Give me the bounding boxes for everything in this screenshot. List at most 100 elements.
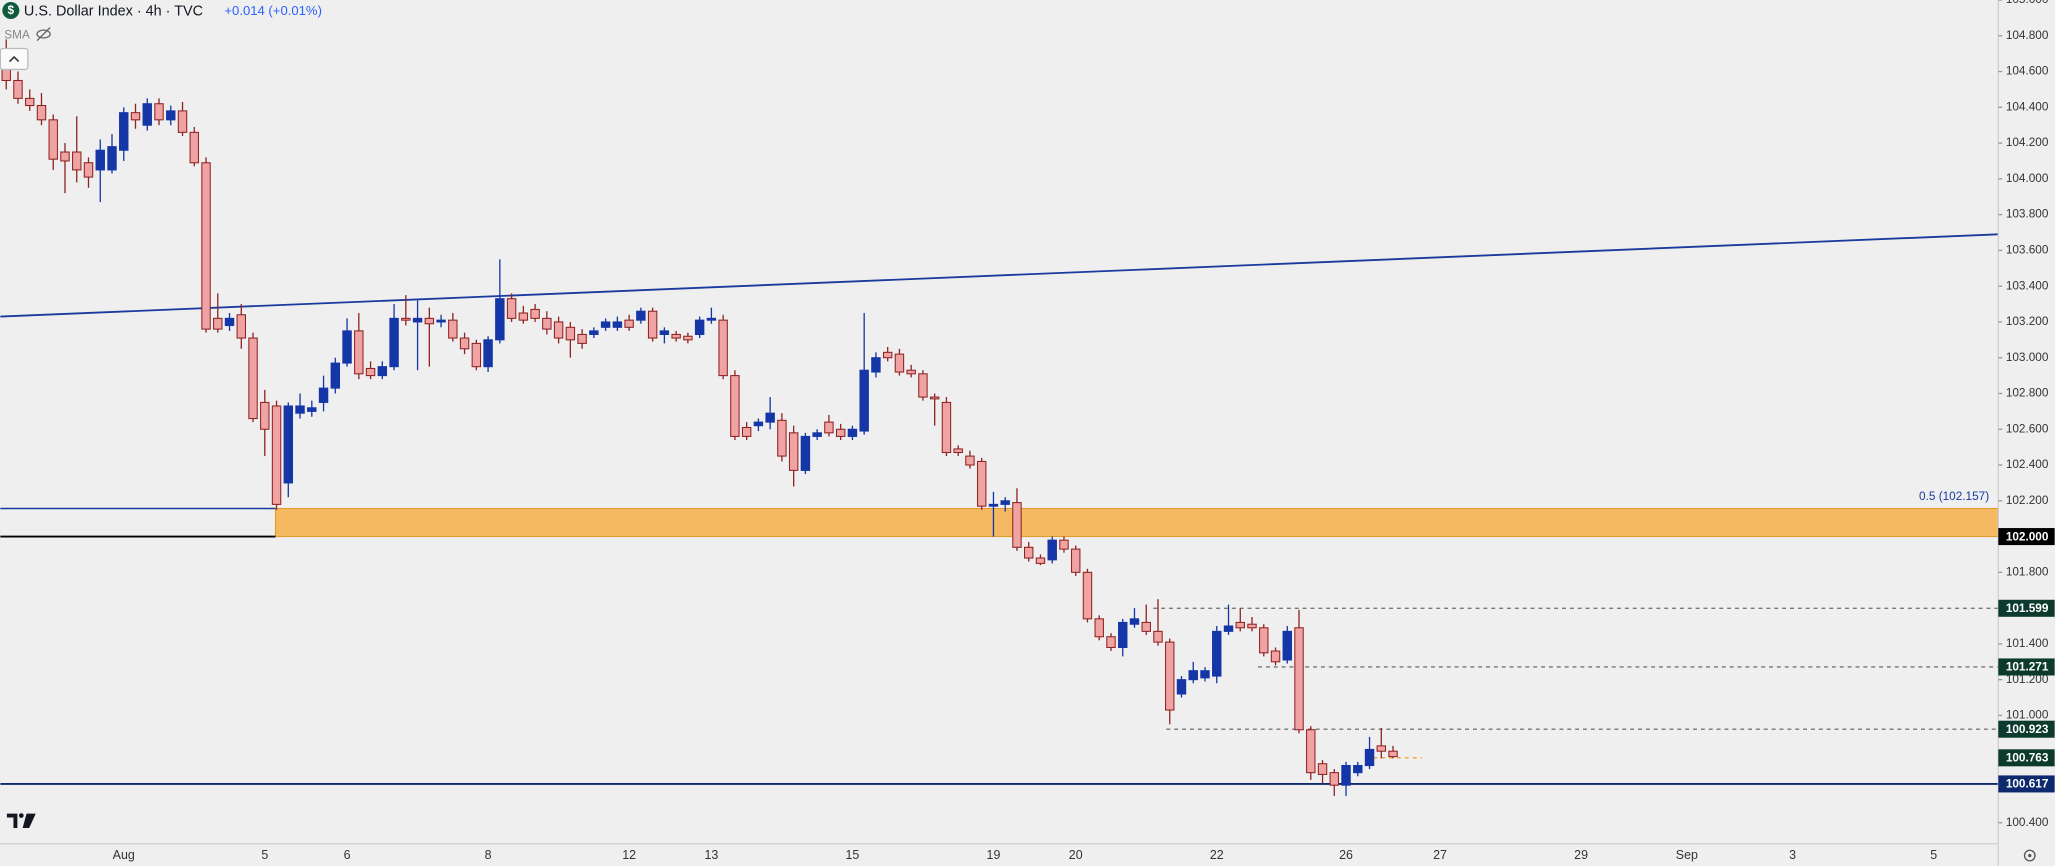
candle-body xyxy=(189,131,199,164)
candle-body xyxy=(177,110,188,133)
candle-body xyxy=(95,149,105,171)
candle-body xyxy=(824,421,834,434)
candle-body xyxy=(1223,625,1234,632)
candle-body xyxy=(342,330,352,364)
x-tick-label: 12 xyxy=(622,848,636,862)
candle-body xyxy=(1035,557,1046,564)
candle-body xyxy=(1270,650,1281,663)
y-tick-label: 102.200 xyxy=(2006,494,2049,507)
y-tick-label: 104.600 xyxy=(2006,65,2049,78)
candle-body xyxy=(13,79,23,99)
candle-body xyxy=(1364,748,1375,767)
candle-body xyxy=(671,333,681,339)
settings-icon[interactable] xyxy=(2023,849,2036,862)
candle-body xyxy=(882,351,893,359)
candle-body xyxy=(894,353,905,373)
candle-body xyxy=(1176,679,1187,695)
x-tick-label: 29 xyxy=(1574,848,1588,862)
candle-body xyxy=(706,317,717,321)
candle-body xyxy=(683,335,693,341)
candle-body xyxy=(800,435,811,471)
candle-body xyxy=(1247,623,1257,629)
candle-body xyxy=(83,162,94,178)
candle-body xyxy=(354,330,364,375)
candle-body xyxy=(1259,627,1269,654)
candle-body xyxy=(589,330,599,335)
eye xyxy=(36,29,51,39)
candle-body xyxy=(213,317,223,330)
candle-body xyxy=(483,339,493,368)
candle-body xyxy=(1188,670,1198,681)
candle-body xyxy=(1094,618,1104,638)
candle-body xyxy=(1341,764,1351,786)
indicator-name[interactable]: SMA xyxy=(4,28,30,41)
candle-body xyxy=(1047,539,1057,561)
collapse-icon xyxy=(8,55,20,63)
candle-body xyxy=(1012,502,1022,548)
candle-body xyxy=(436,319,446,323)
candle-body xyxy=(401,317,411,321)
candle-body xyxy=(1282,630,1292,661)
candle-body xyxy=(36,105,47,121)
visibility-icon[interactable] xyxy=(36,27,51,42)
candle-body xyxy=(1118,621,1128,648)
x-tick-label: 8 xyxy=(485,848,492,862)
candle-body xyxy=(1306,729,1316,774)
eye-strike xyxy=(36,27,51,42)
candle-body xyxy=(1353,764,1363,774)
collapse-button[interactable] xyxy=(0,47,29,71)
candle-body xyxy=(424,317,435,325)
price-level-label: 100.763 xyxy=(2006,752,2049,765)
candle-body xyxy=(1329,772,1340,786)
y-tick-label: 102.400 xyxy=(2006,458,2049,471)
candle-body xyxy=(612,321,623,328)
candle-body xyxy=(953,448,963,454)
y-tick-label: 105.000 xyxy=(2006,0,2049,6)
y-tick-label: 104.200 xyxy=(2006,136,2049,149)
y-tick-label: 102.800 xyxy=(2006,387,2049,400)
y-tick-label: 100.400 xyxy=(2006,816,2049,829)
logo-part xyxy=(6,813,18,829)
candle-body xyxy=(166,110,176,121)
candle-body xyxy=(1200,670,1210,679)
candle-body xyxy=(295,405,305,414)
y-tick-label: 104.000 xyxy=(2006,172,2049,185)
candle-body xyxy=(154,103,164,121)
candle-body xyxy=(542,317,552,330)
candle-body xyxy=(248,337,258,420)
candle-body xyxy=(72,151,82,171)
x-tick-label: 5 xyxy=(1930,848,1937,862)
candle-body xyxy=(530,308,540,319)
price-level-tag xyxy=(1998,658,2055,676)
candle-body xyxy=(495,298,505,341)
logo-part xyxy=(18,813,24,818)
price-level-tag xyxy=(1998,749,2055,767)
chart-title[interactable]: U.S. Dollar Index · 4h · TVC xyxy=(24,4,203,20)
candle-body xyxy=(812,432,822,437)
candle-body xyxy=(1059,539,1069,550)
trendline xyxy=(0,233,1999,318)
candle-body xyxy=(130,112,141,121)
price-level-tag xyxy=(1998,720,2055,738)
price-level-tag xyxy=(1998,528,2055,546)
candle-body xyxy=(471,342,482,368)
candle-body xyxy=(271,405,282,505)
price-level-label: 100.923 xyxy=(2006,723,2049,736)
price-level-label: 102.000 xyxy=(2006,530,2049,543)
candle-body xyxy=(976,460,987,507)
price-level-label: 100.617 xyxy=(2006,778,2049,791)
candle-body xyxy=(201,162,211,330)
candle-body xyxy=(647,310,658,339)
candle-body xyxy=(1153,630,1163,643)
x-tick-label: 20 xyxy=(1069,848,1083,862)
candle-body xyxy=(1317,763,1328,775)
tradingview-logo[interactable] xyxy=(6,813,36,829)
candle-body xyxy=(918,373,928,398)
candle-body xyxy=(777,419,787,457)
candle-body xyxy=(906,369,916,375)
candle-body xyxy=(1165,641,1175,711)
x-tick-label: 5 xyxy=(261,848,268,862)
candle-body xyxy=(765,412,775,423)
candle-body xyxy=(1141,621,1151,632)
candle-body xyxy=(330,362,341,389)
